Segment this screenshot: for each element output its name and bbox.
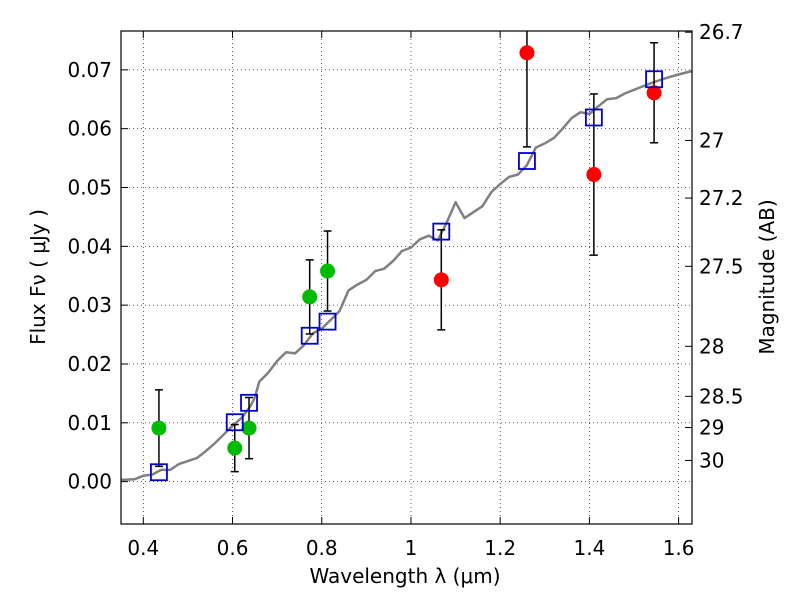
y-axis-label-right: Magnitude (AB) (755, 199, 779, 354)
x-tick-label: 0.4 (127, 536, 159, 560)
model-photometry-square (225, 413, 244, 432)
magnitude-tick-label: 27.5 (699, 254, 744, 278)
y-tick-label: 0.03 (67, 293, 112, 317)
y-tick-label: 0.00 (67, 470, 112, 494)
red-data-point (646, 85, 662, 101)
model-photometry-square (584, 108, 603, 127)
error-bars (154, 31, 659, 473)
magnitude-tick-label: 29 (699, 416, 724, 440)
y-tick-label: 0.01 (67, 411, 112, 435)
red-data-point (519, 45, 535, 61)
model-photometry-square (150, 463, 168, 482)
plot-frame (120, 30, 693, 525)
magnitude-tick-label: 27 (699, 128, 724, 152)
magnitude-tick-label: 26.7 (699, 20, 744, 44)
green-data-point (151, 420, 167, 436)
y-tick-label: 0.04 (67, 234, 112, 258)
y-tick-label: 0.02 (67, 352, 112, 376)
x-tick-label: 1.2 (484, 536, 516, 560)
red-data-point (586, 167, 602, 183)
tick-labels: 0.4 0.6 0.8 1 1.2 1.4 1.6 0.00 0.01 0.02 0.03 0.04 0… (67, 20, 743, 560)
model-photometry-square (240, 393, 258, 412)
model-photometry-square (318, 312, 337, 331)
x-axis-label: Wavelength λ (μm) (309, 564, 500, 588)
model-spectrum-line (120, 69, 693, 482)
model-photometry-square (432, 222, 451, 241)
green-data-point (227, 440, 243, 456)
x-tick-label: 0.6 (217, 536, 249, 560)
red-data-point (433, 272, 449, 288)
y-axis-label-left: Flux Fν ( μJy ) (26, 209, 50, 345)
model-photometry-square (645, 70, 663, 89)
x-tick-label: 1 (405, 536, 418, 560)
model-spectrum (120, 69, 693, 482)
magnitude-tick-label: 30 (699, 448, 724, 472)
model-photometry-square (518, 152, 536, 170)
magnitude-tick-label: 28.5 (699, 384, 744, 408)
magnitude-tick-label: 27.2 (699, 186, 744, 210)
x-tick-label: 1.4 (573, 536, 605, 560)
magnitude-tick-label: 28 (699, 334, 724, 358)
x-tick-label: 0.8 (306, 536, 338, 560)
model-photometry-square (300, 326, 319, 345)
axis-ticks (121, 31, 692, 524)
data-markers (150, 45, 663, 482)
green-data-point (320, 263, 336, 279)
y-tick-label: 0.05 (67, 175, 112, 199)
green-data-point (302, 289, 318, 305)
green-data-point (241, 420, 257, 436)
x-tick-label: 1.6 (663, 536, 695, 560)
y-tick-label: 0.06 (67, 117, 112, 141)
y-tick-label: 0.07 (67, 58, 112, 82)
